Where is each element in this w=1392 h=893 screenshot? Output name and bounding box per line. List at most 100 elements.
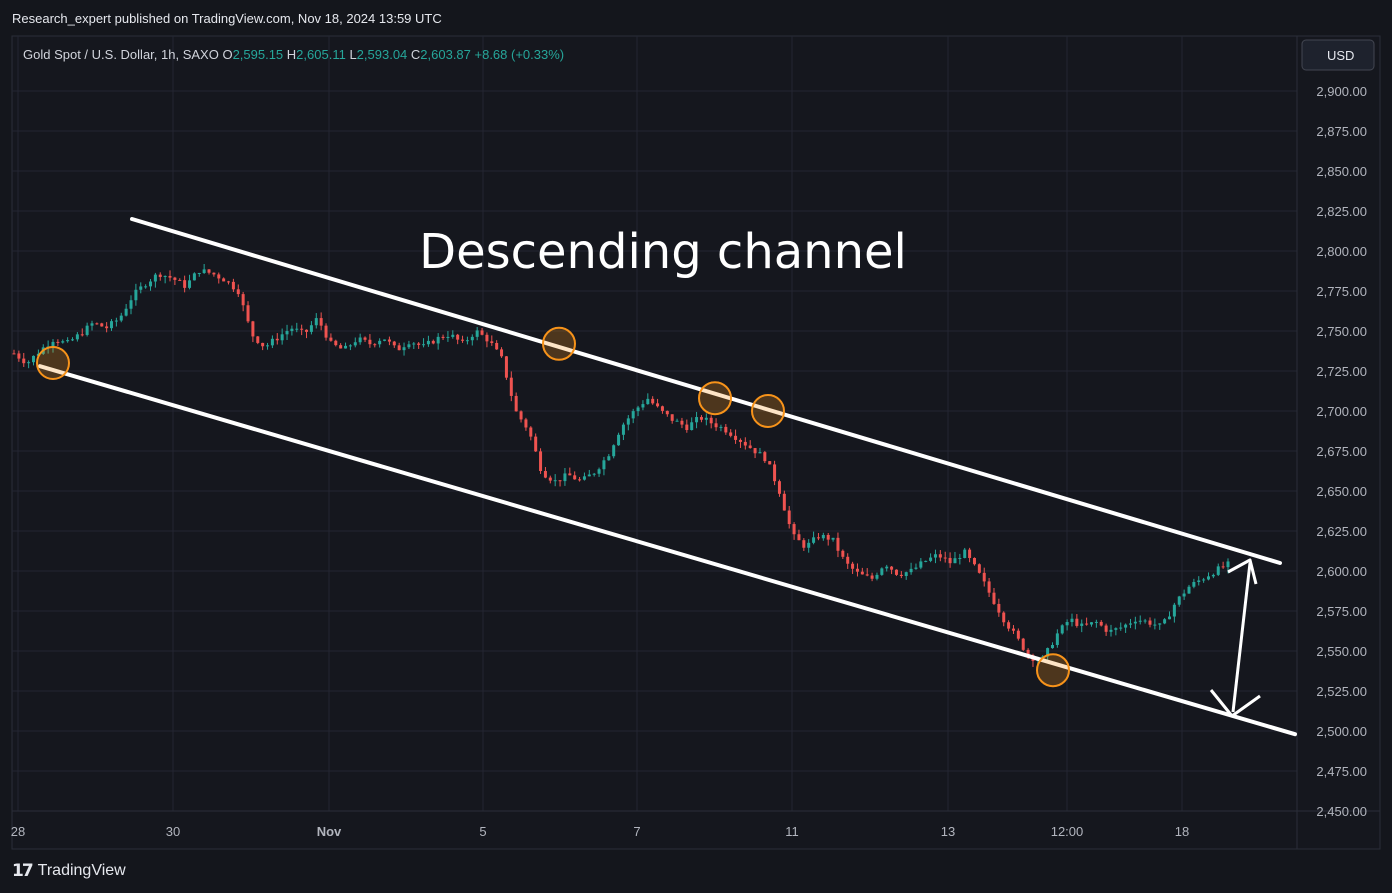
currency-button[interactable] (1301, 39, 1375, 71)
candle-body (894, 569, 898, 575)
candle-body (173, 277, 177, 280)
candle-body (972, 557, 976, 565)
candle-body (192, 273, 196, 281)
candle-body (119, 315, 123, 321)
candle-body (943, 557, 947, 559)
candle-body (782, 493, 786, 511)
candle-body (446, 336, 450, 338)
touch-marker[interactable] (698, 381, 732, 416)
touch-marker[interactable] (751, 394, 785, 428)
candle-body (748, 445, 752, 449)
legend-segment: Gold Spot / U.S. Dollar, 1h, SAXO (23, 47, 222, 62)
y-tick-label: 2,875.00 (1316, 124, 1367, 139)
candle-body (777, 481, 781, 494)
candle-body (568, 473, 572, 476)
candle-body (197, 273, 201, 275)
width-arrow-shaft[interactable] (1231, 562, 1252, 713)
candle-body (641, 404, 645, 408)
candle-body (461, 339, 465, 341)
candle-body (373, 344, 377, 346)
candle-body (690, 422, 694, 431)
candle-body (1211, 574, 1215, 577)
y-tick-label: 2,525.00 (1316, 684, 1367, 699)
candle-body (1104, 625, 1108, 632)
candle-body (1016, 630, 1020, 639)
candle-body (948, 557, 952, 564)
candle-body (1085, 623, 1089, 625)
candle-body (933, 554, 937, 558)
candle-body (334, 340, 338, 346)
candle-body (290, 328, 294, 332)
candle-body (110, 321, 114, 329)
candle-body (685, 424, 689, 431)
candle-body (231, 281, 235, 290)
candle-body (465, 340, 469, 342)
tradingview-logo[interactable]: 17 TradingView (12, 861, 126, 881)
candle-body (266, 345, 270, 347)
candle-body (968, 549, 972, 558)
candle-body (319, 318, 323, 326)
candle-body (826, 534, 830, 540)
candle-body (909, 568, 913, 573)
candle-body (124, 308, 128, 316)
candle-body (924, 560, 928, 562)
x-tick-label: 13 (941, 824, 955, 839)
candle-body (114, 320, 118, 322)
candle-body (597, 469, 601, 474)
candle-body (363, 337, 367, 340)
candle-body (485, 334, 489, 342)
candle-body (27, 362, 31, 364)
candle-body (612, 445, 616, 457)
candle-body (953, 558, 957, 564)
legend-segment: C (411, 47, 420, 62)
candle-body (1143, 620, 1147, 622)
candle-body (1202, 579, 1206, 581)
legend-segment: 2,603.87 (420, 47, 474, 62)
candle-body (275, 338, 279, 341)
y-tick-label: 2,550.00 (1316, 644, 1367, 659)
candle-body (158, 274, 162, 277)
y-tick-label: 2,850.00 (1316, 164, 1367, 179)
tradingview-logo-icon: 17 (12, 861, 34, 881)
candle-body (768, 461, 772, 465)
candle-body (80, 334, 84, 336)
candle-body (61, 341, 65, 343)
candle-body (480, 330, 484, 335)
x-tick-label: 11 (785, 824, 799, 839)
y-tick-label: 2,900.00 (1316, 84, 1367, 99)
candle-body (12, 353, 16, 355)
candle-body (75, 334, 79, 340)
candle-body (699, 417, 703, 420)
touch-marker[interactable] (36, 346, 70, 380)
candle-body (553, 480, 557, 482)
candle-body (1206, 576, 1210, 580)
touch-marker[interactable] (1036, 653, 1070, 688)
annotation-text[interactable]: Descending channel (419, 224, 907, 280)
candle-body (412, 343, 416, 345)
candle-body (324, 325, 328, 338)
candle-body (217, 274, 221, 279)
candle-body (56, 341, 60, 343)
y-tick-label: 2,800.00 (1316, 244, 1367, 259)
candle-body (763, 452, 767, 462)
candle-body (358, 337, 362, 343)
channel-upper-line[interactable] (130, 217, 1282, 565)
candle-body (504, 356, 508, 378)
candle-body (743, 441, 747, 446)
candle-body (646, 398, 650, 405)
candle-body (680, 420, 684, 425)
candle-body (529, 427, 533, 437)
legend-segment: 2,605.11 (296, 47, 349, 62)
channel-lower-line[interactable] (38, 364, 1297, 737)
symbol-legend[interactable]: Gold Spot / U.S. Dollar, 1h, SAXO O2,595… (23, 47, 564, 62)
candle-body (368, 339, 372, 345)
candle-body (1163, 619, 1167, 624)
touch-marker[interactable] (542, 326, 576, 361)
candle-body (982, 572, 986, 582)
candle-body (963, 549, 967, 558)
x-tick-label: 30 (166, 824, 180, 839)
candle-body (1075, 618, 1079, 626)
candle-body (1119, 627, 1123, 629)
currency-button-label[interactable]: USD (1327, 48, 1354, 63)
